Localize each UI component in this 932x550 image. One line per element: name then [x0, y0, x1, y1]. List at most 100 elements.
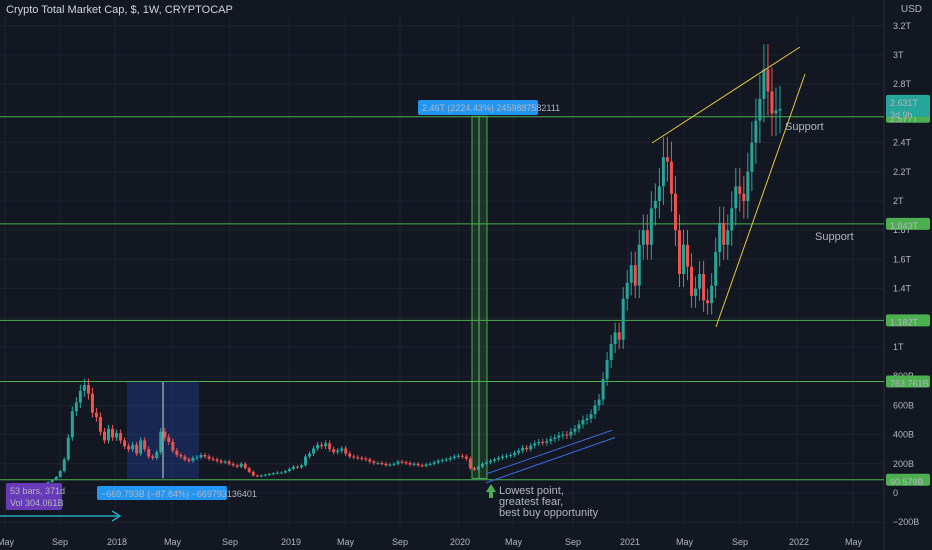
- candle-body: [593, 405, 597, 415]
- candle-body: [179, 455, 183, 457]
- candle-body: [661, 157, 665, 187]
- candle-body: [738, 186, 742, 194]
- bars-info-label: Vol 304.061B: [10, 498, 64, 508]
- current-price-label: 2.631T: [890, 98, 919, 108]
- candle-body: [653, 201, 657, 209]
- candle-body: [287, 468, 291, 472]
- candle-body: [167, 437, 171, 442]
- candle-body: [283, 471, 287, 473]
- candle-body: [762, 69, 766, 99]
- candle-body: [778, 108, 782, 111]
- candle-body: [589, 414, 593, 419]
- candle-body: [163, 431, 167, 438]
- y-tick-label: 0: [893, 488, 898, 498]
- candle-body: [569, 431, 573, 436]
- trend-line-upper: [651, 46, 801, 144]
- candle-body: [633, 265, 637, 286]
- candle-body: [107, 428, 111, 441]
- candle-body: [605, 360, 609, 380]
- candle-body: [300, 465, 304, 468]
- candle-body: [460, 455, 464, 457]
- candle-body: [694, 288, 698, 296]
- candle-body: [681, 244, 685, 274]
- candle-body: [597, 399, 601, 406]
- candle-body: [484, 462, 488, 464]
- currency-label: USD: [900, 4, 922, 15]
- candle-body: [66, 437, 70, 460]
- candle-body: [135, 444, 139, 454]
- candle-body: [509, 455, 513, 457]
- candle-body: [94, 412, 98, 418]
- support-price-label: 2.577T: [890, 114, 919, 124]
- candle-body: [577, 424, 581, 429]
- candle-body: [308, 453, 312, 457]
- x-tick-label: May: [337, 537, 355, 547]
- candle-body: [468, 458, 472, 469]
- candle-body: [360, 457, 364, 459]
- candle-body: [86, 384, 90, 394]
- candle-body: [263, 474, 267, 476]
- candle-body: [271, 473, 275, 475]
- y-tick-label: 400B: [893, 430, 914, 440]
- note-text: Lowest point,: [499, 485, 564, 497]
- candle-body: [472, 468, 476, 470]
- candle-body: [396, 461, 400, 464]
- candle-body: [657, 186, 661, 201]
- candle-body: [722, 222, 726, 245]
- drop-measure-label-bg: [97, 486, 227, 500]
- candle-body: [352, 456, 356, 458]
- candle-body: [428, 463, 432, 465]
- candle-body: [295, 466, 299, 468]
- candle-body: [501, 456, 505, 458]
- candle-body: [82, 384, 86, 391]
- candle-body: [690, 266, 694, 296]
- candle-body: [537, 441, 541, 444]
- candle-body: [549, 438, 553, 442]
- candle-body: [480, 463, 484, 467]
- candle-body: [581, 420, 585, 425]
- candle-body: [750, 142, 754, 172]
- arrow-up-icon-stem: [489, 492, 493, 498]
- y-tick-label: 200B: [893, 459, 914, 469]
- candle-body: [533, 443, 537, 446]
- support-annotation: Support: [785, 121, 824, 133]
- candle-body: [332, 449, 336, 453]
- candle-body: [573, 428, 577, 432]
- candle-body: [98, 417, 102, 432]
- candle-body: [553, 437, 557, 439]
- candle-body: [54, 476, 58, 480]
- candle-body: [754, 120, 758, 143]
- candle-body: [645, 230, 649, 245]
- x-tick-label: Sep: [392, 537, 408, 547]
- candle-body: [452, 456, 456, 458]
- candle-body: [420, 465, 424, 467]
- support-annotation: Support: [815, 231, 854, 243]
- candle-body: [255, 475, 259, 477]
- candle-body: [143, 440, 147, 450]
- current-price-label-bg: [886, 94, 930, 117]
- candle-body: [304, 456, 308, 466]
- candle-body: [497, 457, 501, 460]
- candle-body: [123, 440, 127, 447]
- candle-body: [131, 444, 135, 450]
- candle-body: [368, 459, 372, 462]
- candle-body: [464, 456, 468, 459]
- candle-body: [50, 479, 54, 483]
- candle-body: [476, 466, 480, 470]
- candle-body: [706, 300, 710, 304]
- candle-body: [139, 440, 143, 454]
- candle-body: [348, 453, 352, 457]
- candle-body: [102, 431, 106, 441]
- candle-body: [440, 460, 444, 462]
- rise-measure-label-bg: [418, 100, 538, 115]
- candle-body: [187, 459, 191, 461]
- candle-body: [316, 444, 320, 449]
- candle-body: [686, 244, 690, 267]
- candle-body: [356, 457, 360, 459]
- candle-body: [669, 161, 673, 194]
- support-price-label: 90.579B: [890, 477, 924, 487]
- candle-body: [115, 433, 119, 438]
- candle-body: [78, 390, 82, 403]
- candle-body: [625, 282, 629, 299]
